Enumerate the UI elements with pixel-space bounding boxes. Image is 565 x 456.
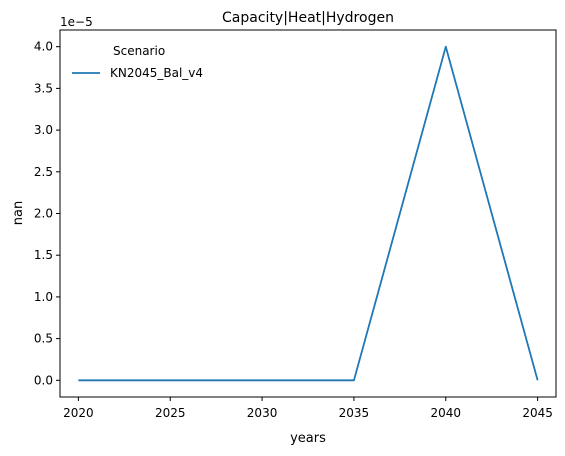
x-tick-label: 2035 xyxy=(339,406,370,420)
plot-frame xyxy=(59,29,557,398)
y-tick-label: 2.5 xyxy=(34,165,53,179)
y-tick-label: 3.0 xyxy=(34,123,53,137)
series-line-0 xyxy=(78,45,539,382)
x-tick-label: 2025 xyxy=(155,406,186,420)
legend-title: Scenario xyxy=(113,44,165,58)
x-tick-label: 2030 xyxy=(247,406,278,420)
legend-entry-label: KN2045_Bal_v4 xyxy=(110,66,203,80)
y-tick-label: 0.5 xyxy=(34,332,53,346)
y-axis-title: nan xyxy=(11,201,26,225)
y-tick-label: 3.5 xyxy=(34,81,53,95)
y-axis-ticks: 0.0 0.5 1.0 1.5 2.0 2.5 3.0 3.5 4.0 xyxy=(34,40,60,387)
y-tick-label: 2.0 xyxy=(34,207,53,221)
y-offset-label: 1e−5 xyxy=(60,15,93,29)
y-tick-label: 0.0 xyxy=(34,373,53,387)
chart-title: Capacity|Heat|Hydrogen xyxy=(222,10,394,26)
x-tick-label: 2045 xyxy=(522,406,553,420)
y-tick-label: 1.5 xyxy=(34,248,53,262)
y-tick-label: 4.0 xyxy=(34,40,53,54)
x-tick-label: 2040 xyxy=(431,406,462,420)
x-tick-label: 2020 xyxy=(63,406,94,420)
y-tick-label: 1.0 xyxy=(34,290,53,304)
x-axis-ticks: 2020 2025 2030 2035 2040 2045 xyxy=(63,397,553,420)
legend: Scenario KN2045_Bal_v4 xyxy=(72,44,203,80)
series-layer xyxy=(78,45,539,382)
x-axis-title: years xyxy=(290,431,326,446)
